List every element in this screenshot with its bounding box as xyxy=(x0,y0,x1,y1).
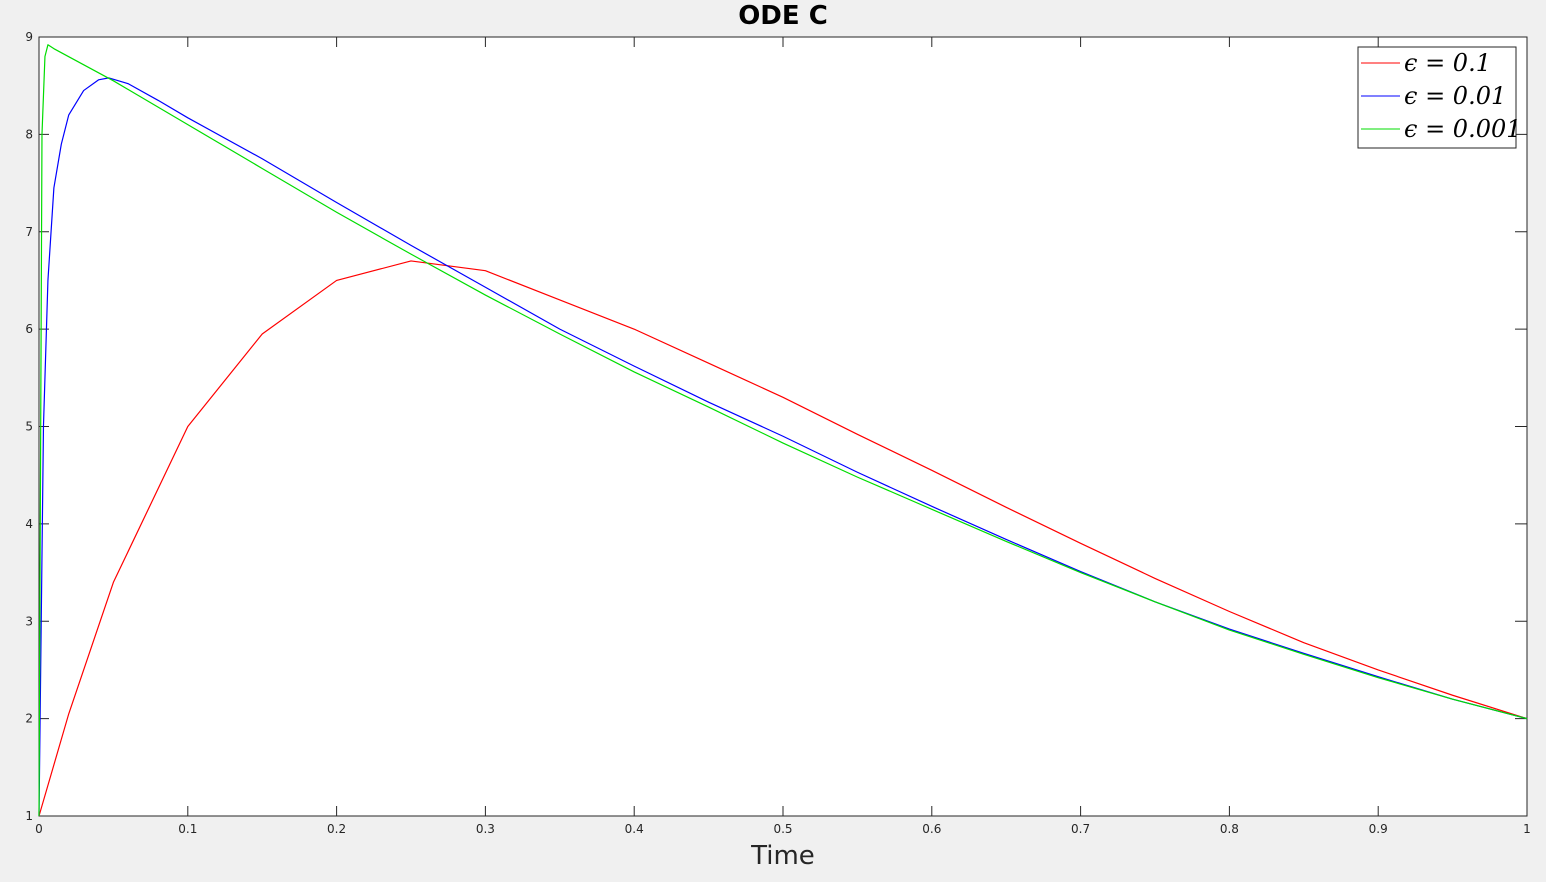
legend-entry-eps-0.001: ϵ = 0.001 xyxy=(1404,115,1522,143)
x-tick-label: 0.2 xyxy=(327,822,346,836)
x-tick-label: 0 xyxy=(35,822,43,836)
x-tick-label: 1 xyxy=(1523,822,1531,836)
x-tick-label: 0.7 xyxy=(1071,822,1090,836)
x-tick-label: 0.3 xyxy=(476,822,495,836)
axis-tick-labels: 0 0.1 0.2 0.3 0.4 0.5 0.6 0.7 0.8 0.9 1 1 2 3 4 5 6 7 8 9 xyxy=(25,30,1530,836)
y-tick-label: 2 xyxy=(25,712,33,726)
series-layer xyxy=(38,44,1528,817)
chart-title: ODE C xyxy=(738,1,828,31)
legend-box xyxy=(1357,46,1517,149)
x-tick-label: 0.8 xyxy=(1220,822,1239,836)
series-line-eps-0.1 xyxy=(38,260,1528,817)
y-tick-label: 6 xyxy=(25,322,33,336)
plot-area xyxy=(38,36,1528,817)
y-tick-label: 1 xyxy=(25,809,33,823)
x-tick-label: 0.9 xyxy=(1369,822,1388,836)
x-tick-label: 0.5 xyxy=(773,822,792,836)
x-axis-label: Time xyxy=(750,841,815,871)
legend-entry-eps-0.01: ϵ = 0.01 xyxy=(1404,82,1506,110)
y-tick-label: 9 xyxy=(25,30,33,44)
y-tick-label: 7 xyxy=(25,225,33,239)
y-tick-label: 4 xyxy=(25,517,33,531)
axis-ticks xyxy=(38,36,1528,817)
y-tick-label: 3 xyxy=(25,614,33,628)
x-tick-label: 0.4 xyxy=(625,822,644,836)
legend-entry-eps-0.1: ϵ = 0.1 xyxy=(1404,49,1491,77)
x-tick-label: 0.6 xyxy=(922,822,941,836)
y-tick-label: 8 xyxy=(25,127,33,141)
chart-legend: ϵ = 0.1 ϵ = 0.01 ϵ = 0.001 xyxy=(1357,46,1522,149)
x-tick-label: 0.1 xyxy=(178,822,197,836)
series-line-eps-0.001 xyxy=(38,44,1528,817)
y-tick-label: 5 xyxy=(25,420,33,434)
